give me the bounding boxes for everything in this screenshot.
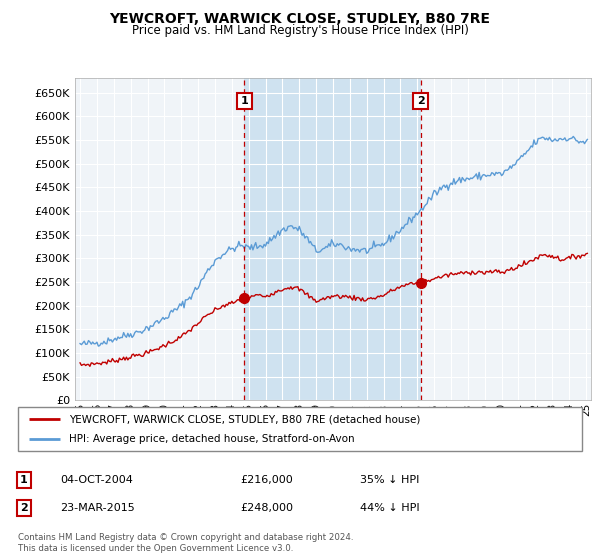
Text: 2: 2 [417, 96, 425, 106]
FancyBboxPatch shape [18, 407, 582, 451]
Text: 35% ↓ HPI: 35% ↓ HPI [360, 475, 419, 485]
Text: 44% ↓ HPI: 44% ↓ HPI [360, 503, 419, 513]
Text: Price paid vs. HM Land Registry's House Price Index (HPI): Price paid vs. HM Land Registry's House … [131, 24, 469, 36]
Text: £216,000: £216,000 [240, 475, 293, 485]
Text: Contains HM Land Registry data © Crown copyright and database right 2024.
This d: Contains HM Land Registry data © Crown c… [18, 533, 353, 553]
Bar [244, 78, 421, 400]
Text: 04-OCT-2004: 04-OCT-2004 [60, 475, 133, 485]
Text: 23-MAR-2015: 23-MAR-2015 [60, 503, 135, 513]
Text: YEWCROFT, WARWICK CLOSE, STUDLEY, B80 7RE: YEWCROFT, WARWICK CLOSE, STUDLEY, B80 7R… [110, 12, 491, 26]
Text: HPI: Average price, detached house, Stratford-on-Avon: HPI: Average price, detached house, Stra… [69, 435, 355, 445]
Text: £248,000: £248,000 [240, 503, 293, 513]
Text: 1: 1 [241, 96, 248, 106]
Text: 1: 1 [20, 475, 28, 485]
Text: 2: 2 [20, 503, 28, 513]
Text: YEWCROFT, WARWICK CLOSE, STUDLEY, B80 7RE (detached house): YEWCROFT, WARWICK CLOSE, STUDLEY, B80 7R… [69, 414, 420, 424]
